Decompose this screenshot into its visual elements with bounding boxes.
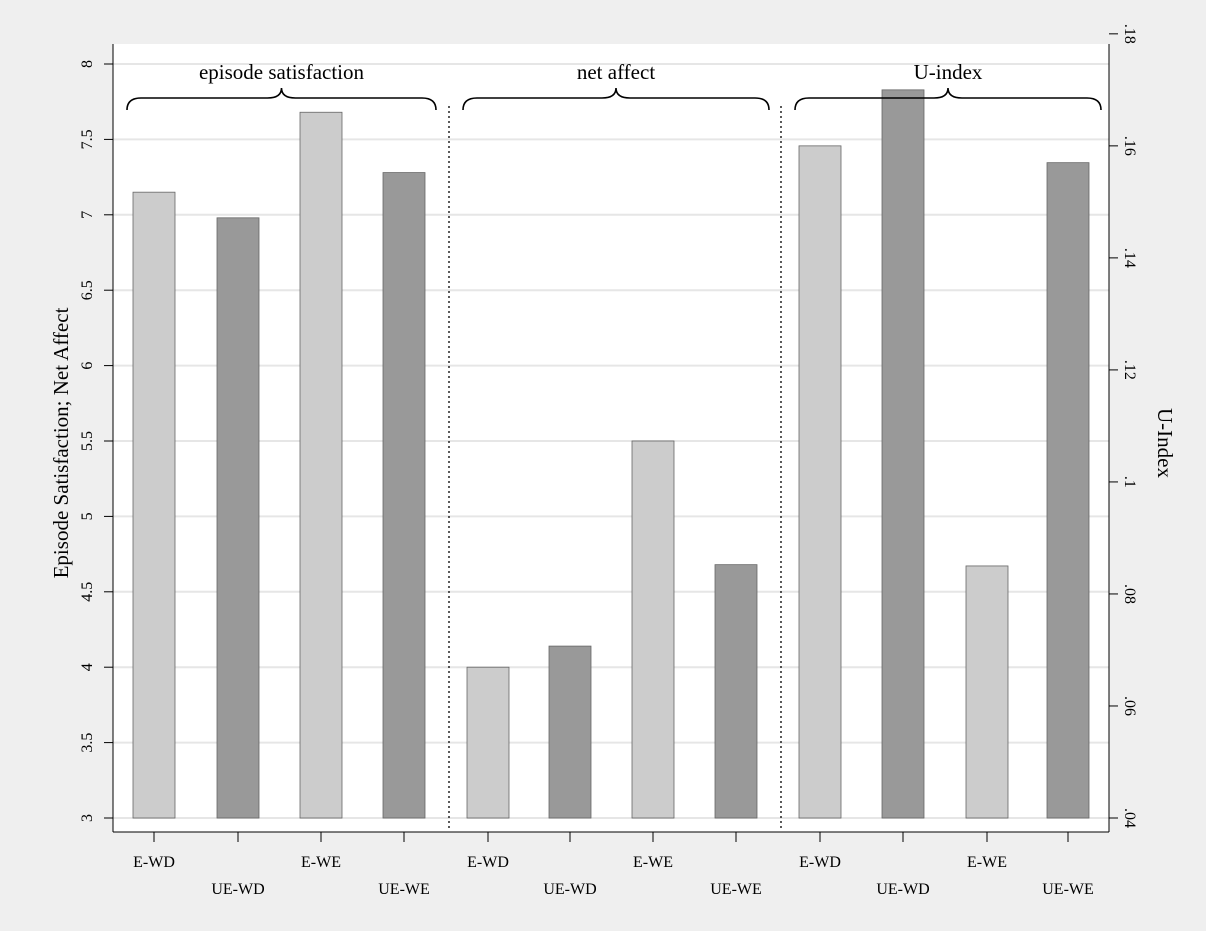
bar bbox=[798, 145, 842, 819]
x-tick-label: UE-WE bbox=[1042, 881, 1094, 898]
y-left-axis-label: Episode Satisfaction; Net Affect bbox=[49, 307, 73, 578]
x-tick-label: E-WE bbox=[967, 854, 1007, 871]
group-brace bbox=[126, 87, 437, 111]
x-tick-label: E-WD bbox=[799, 854, 841, 871]
x-tick-label: E-WD bbox=[133, 854, 175, 871]
y-right-tick-label: .04 bbox=[1121, 808, 1138, 828]
y-right-tick-label: .1 bbox=[1121, 476, 1138, 488]
y-left-tick-label: 4.5 bbox=[79, 582, 96, 602]
bar bbox=[382, 172, 426, 819]
bar bbox=[1046, 162, 1090, 819]
y-left-tick-label: 4 bbox=[79, 663, 96, 671]
y-right-tick-label: .12 bbox=[1121, 360, 1138, 380]
group-brace bbox=[794, 87, 1102, 111]
y-right-tick-label: .06 bbox=[1121, 696, 1138, 716]
y-left-tick-label: 7.5 bbox=[79, 129, 96, 149]
y-left-tick-label: 3.5 bbox=[79, 733, 96, 753]
group-brace bbox=[462, 87, 770, 111]
x-tick-label: UE-WE bbox=[710, 881, 762, 898]
y-right-tick-label: .14 bbox=[1121, 248, 1138, 268]
x-tick-label: UE-WE bbox=[378, 881, 430, 898]
y-right-tick-label: .18 bbox=[1121, 24, 1138, 44]
x-tick-label: UE-WD bbox=[211, 881, 264, 898]
bar bbox=[548, 645, 592, 819]
y-left-tick-label: 7 bbox=[79, 211, 96, 219]
x-tick-label: E-WE bbox=[633, 854, 673, 871]
y-left-tick-label: 5 bbox=[79, 512, 96, 520]
group-label: net affect bbox=[577, 60, 655, 84]
y-left-tick-label: 8 bbox=[79, 60, 96, 68]
group-separators bbox=[448, 106, 782, 828]
axes: 3 3.5 4 4.5 5 5.5 6 6.5 7 7.5 8 .04 .06 .08 .1 .12 .14 .1… bbox=[79, 24, 1138, 898]
x-tick-label: UE-WD bbox=[876, 881, 929, 898]
x-tick-label: UE-WD bbox=[543, 881, 596, 898]
bar bbox=[132, 191, 176, 819]
grid-lines bbox=[113, 63, 1109, 819]
bar bbox=[631, 440, 675, 819]
bar bbox=[299, 111, 343, 819]
plot-area bbox=[113, 44, 1109, 832]
y-left-tick-label: 5.5 bbox=[79, 431, 96, 451]
x-tick-label: E-WE bbox=[301, 854, 341, 871]
bar bbox=[965, 565, 1009, 819]
bar bbox=[714, 564, 758, 819]
bars bbox=[132, 89, 1090, 819]
bar bbox=[216, 217, 260, 819]
y-right-tick-label: .08 bbox=[1121, 584, 1138, 604]
group-label: episode satisfaction bbox=[199, 60, 365, 84]
y-right-tick-label: .16 bbox=[1121, 136, 1138, 156]
x-tick-label: E-WD bbox=[467, 854, 509, 871]
bar bbox=[466, 666, 510, 819]
group-label: U-index bbox=[914, 60, 983, 84]
y-left-tick-label: 3 bbox=[79, 814, 96, 822]
y-right-axis-label: U-Index bbox=[1153, 408, 1177, 478]
y-left-tick-label: 6 bbox=[79, 362, 96, 370]
bar bbox=[881, 89, 925, 819]
y-left-tick-label: 6.5 bbox=[79, 280, 96, 300]
group-braces: episode satisfaction net affect U-index bbox=[126, 60, 1102, 111]
